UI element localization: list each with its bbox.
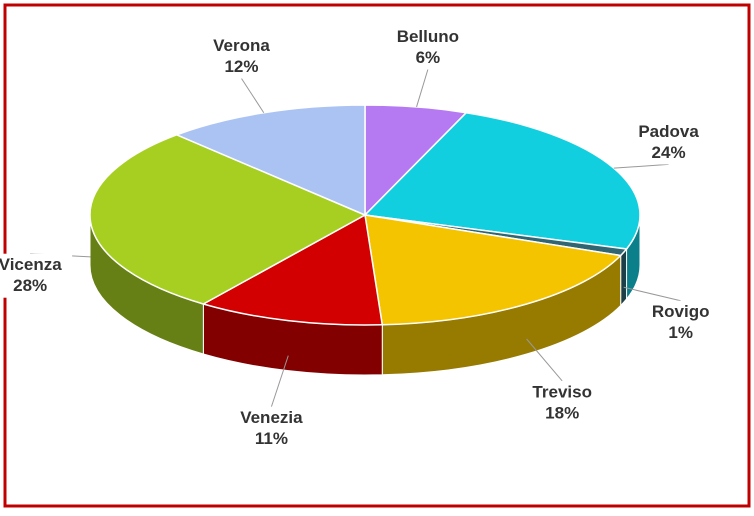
value-label: 28% [13, 276, 47, 295]
label-bg [229, 406, 314, 451]
slice [174, 104, 366, 217]
leader-line [241, 78, 265, 113]
leader-line [526, 338, 563, 382]
value-label: 18% [545, 403, 579, 422]
value-label: 12% [224, 57, 258, 76]
category-label: Padova [638, 122, 699, 141]
label-bg [199, 34, 284, 79]
leader-line [623, 286, 681, 302]
slice [364, 214, 623, 326]
leader-line [416, 69, 429, 108]
slice [363, 111, 641, 250]
slice-side [620, 247, 628, 307]
value-label: 11% [255, 429, 288, 448]
label-bg [626, 120, 711, 165]
category-label: Rovigo [652, 302, 710, 321]
label-bg [638, 300, 723, 345]
label-bg [520, 380, 605, 425]
value-label: 1% [668, 323, 693, 342]
category-label: Venezia [240, 408, 303, 427]
category-label: Vicenza [0, 255, 62, 274]
slice [89, 134, 367, 305]
category-label: Treviso [532, 382, 592, 401]
category-label: Verona [213, 36, 270, 55]
slice [201, 213, 384, 326]
value-label: 6% [416, 48, 441, 67]
leader-line [613, 163, 669, 169]
leader-line [270, 355, 289, 407]
label-bg [0, 253, 73, 298]
label-bg [385, 25, 470, 70]
category-label: Belluno [397, 27, 459, 46]
value-label: 24% [652, 143, 686, 162]
